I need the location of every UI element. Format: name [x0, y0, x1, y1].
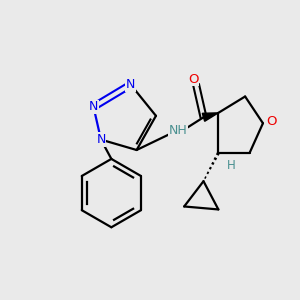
Text: H: H	[227, 159, 236, 172]
Text: O: O	[266, 115, 277, 128]
Text: NH: NH	[169, 124, 188, 137]
Text: N: N	[126, 78, 135, 91]
Text: N: N	[96, 133, 106, 146]
Text: O: O	[188, 73, 198, 86]
Polygon shape	[202, 113, 218, 121]
Text: N: N	[89, 100, 98, 113]
